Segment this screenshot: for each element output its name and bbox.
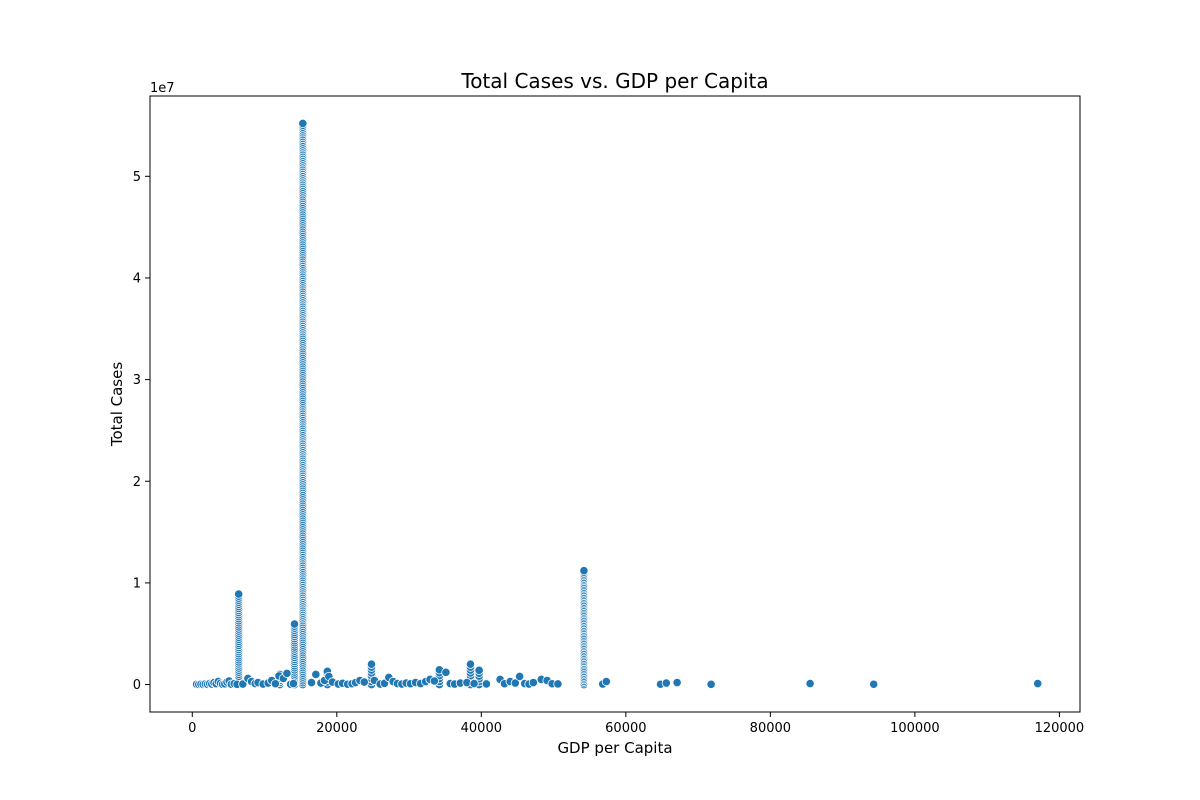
chart-title: Total Cases vs. GDP per Capita (460, 69, 768, 93)
y-tick-label: 1 (133, 576, 141, 591)
data-point (1033, 678, 1043, 689)
data-point (661, 678, 671, 688)
data-point (289, 619, 300, 629)
y-tick-label: 3 (133, 373, 141, 388)
y-axis: 0 1 2 3 4 5 (133, 170, 150, 693)
data-point (474, 665, 484, 675)
x-tick-label: 60000 (605, 721, 646, 736)
y-tick-label: 5 (133, 170, 141, 185)
x-tick-label: 20000 (316, 721, 357, 736)
data-point (706, 679, 716, 689)
data-point (441, 667, 451, 677)
data-point (481, 679, 491, 689)
data-point (282, 668, 292, 678)
scatter-points (192, 118, 1043, 690)
x-tick-label: 80000 (750, 721, 791, 736)
data-point (601, 676, 611, 687)
x-tick-label: 120000 (1035, 721, 1085, 736)
data-point (359, 677, 369, 687)
data-point (288, 678, 299, 689)
plot-frame (149, 95, 1081, 713)
data-point (579, 566, 589, 576)
data-point (869, 679, 879, 689)
x-axis-label: GDP per Capita (557, 739, 672, 757)
data-point (234, 589, 244, 599)
x-axis: 0 20000 40000 60000 80000 100000 120000 (188, 712, 1084, 736)
data-point (510, 678, 520, 688)
y-offset-label: 1e7 (150, 81, 175, 96)
data-point (465, 659, 476, 669)
y-axis-label: Total Cases (108, 362, 126, 448)
data-point (515, 671, 525, 682)
x-tick-label: 100000 (890, 721, 940, 736)
data-point (528, 677, 538, 688)
data-point (469, 678, 479, 689)
x-tick-label: 40000 (461, 721, 502, 736)
data-point (553, 679, 563, 689)
x-tick-label: 0 (188, 721, 196, 736)
y-tick-label: 0 (133, 678, 141, 693)
data-point (366, 659, 377, 669)
data-point (311, 669, 321, 679)
data-point (298, 118, 308, 129)
data-point (270, 679, 280, 689)
data-point (672, 677, 682, 688)
data-point (306, 677, 317, 688)
y-tick-label: 4 (133, 271, 141, 286)
y-tick-label: 2 (133, 475, 141, 490)
data-point (805, 678, 815, 689)
data-point (429, 676, 439, 686)
